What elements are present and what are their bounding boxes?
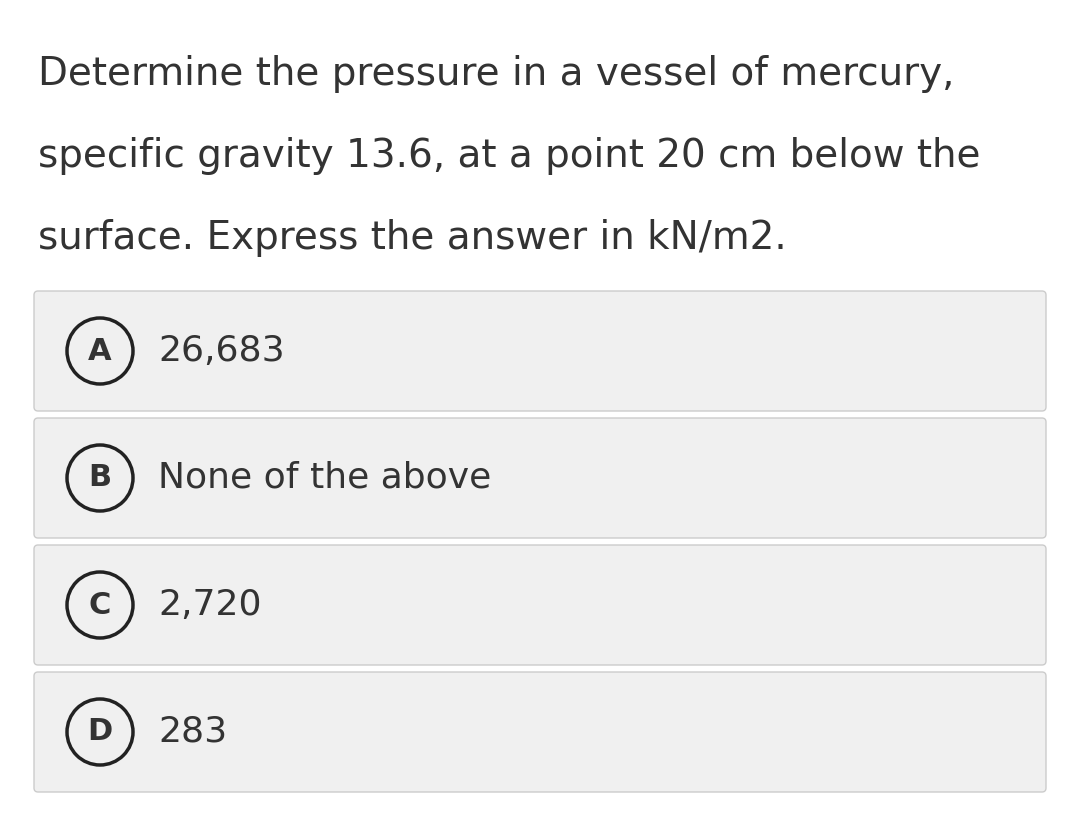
FancyBboxPatch shape: [33, 672, 1047, 792]
Circle shape: [67, 445, 133, 511]
Text: D: D: [87, 718, 112, 747]
Text: 283: 283: [158, 715, 227, 749]
Text: 2,720: 2,720: [158, 588, 261, 622]
Circle shape: [67, 318, 133, 384]
Circle shape: [67, 699, 133, 765]
Text: 26,683: 26,683: [158, 334, 285, 368]
FancyBboxPatch shape: [33, 545, 1047, 665]
Text: specific gravity 13.6, at a point 20 cm below the: specific gravity 13.6, at a point 20 cm …: [38, 137, 981, 175]
Text: C: C: [89, 591, 111, 620]
Text: A: A: [89, 336, 112, 365]
FancyBboxPatch shape: [33, 418, 1047, 538]
Circle shape: [67, 572, 133, 638]
FancyBboxPatch shape: [33, 291, 1047, 411]
Text: B: B: [89, 463, 111, 492]
Text: surface. Express the answer in kN/m2.: surface. Express the answer in kN/m2.: [38, 219, 786, 257]
Text: Determine the pressure in a vessel of mercury,: Determine the pressure in a vessel of me…: [38, 55, 955, 93]
Text: None of the above: None of the above: [158, 461, 491, 495]
